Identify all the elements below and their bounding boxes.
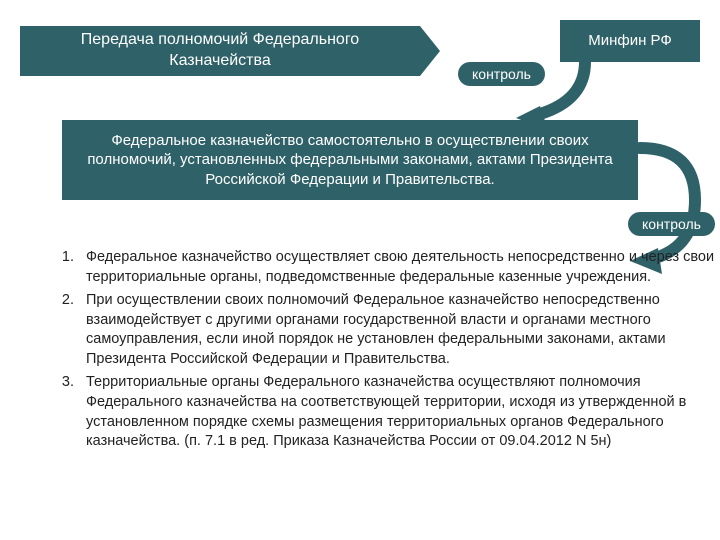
list-item: При осуществлении своих полномочий Федер…: [78, 291, 718, 369]
minfin-box-text: Минфин РФ: [588, 31, 672, 51]
title-banner-text: Передача полномочий Федерального Казначе…: [20, 30, 420, 72]
curve-2: [640, 148, 695, 258]
statement-box-text: Федеральное казначейство самостоятельно …: [62, 131, 638, 190]
minfin-box: Минфин РФ: [560, 20, 700, 62]
title-banner-arrow: [420, 26, 440, 76]
control-label-1-text: контроль: [472, 66, 531, 82]
control-label-2-text: контроль: [642, 216, 701, 232]
points-list: Федеральное казначейство осуществляет св…: [36, 248, 718, 456]
list-item: Федеральное казначейство осуществляет св…: [78, 248, 718, 287]
title-banner: Передача полномочий Федерального Казначе…: [20, 26, 420, 76]
statement-box: Федеральное казначейство самостоятельно …: [62, 120, 638, 200]
control-label-2: контроль: [628, 212, 715, 236]
control-label-1: контроль: [458, 62, 545, 86]
curve-1: [540, 62, 585, 114]
list-item: Территориальные органы Федерального казн…: [78, 373, 718, 451]
